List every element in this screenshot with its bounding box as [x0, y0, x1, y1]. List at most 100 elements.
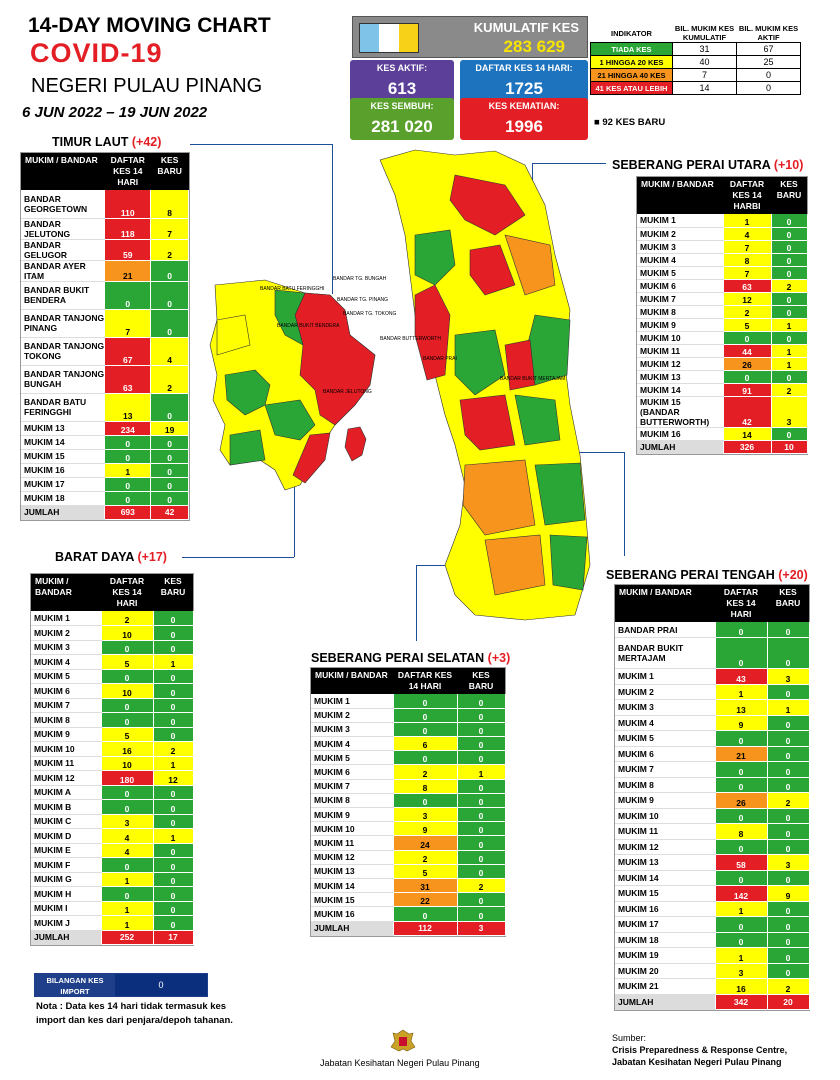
row-name: MUKIM 10: [615, 808, 716, 824]
spu-mukim-6-region: [449, 174, 526, 236]
row-baru: 4: [150, 337, 189, 366]
table-header: MUKIM / BANDAR DAFTAR KES 14 HARI KES BARU: [615, 585, 809, 622]
row-name: MUKIM 20: [615, 963, 716, 979]
row-name: BANDAR BUKIT MERTAJAM: [615, 637, 716, 669]
kes-sembuh-label: KES SEMBUH:: [370, 101, 434, 111]
row-daftar: 0: [101, 712, 154, 728]
row-daftar: 0: [715, 932, 768, 948]
row-daftar: 7: [104, 309, 152, 338]
row-baru: 0: [767, 823, 810, 840]
row-name: MUKIM 8: [615, 777, 716, 793]
kes-aktif-value: 613: [387, 79, 417, 98]
row-baru: 0: [153, 843, 194, 858]
mukim-1-region: [216, 314, 251, 356]
table-row: MUKIM 16 0 0: [311, 906, 506, 922]
row-daftar: 110: [104, 190, 152, 219]
table-header: MUKIM / BANDAR DAFTAR KES 14 HARI KES BARU: [31, 574, 193, 611]
table-row: BANDAR GEORGETOWN 110 8: [21, 190, 189, 219]
total-label: JUMLAH: [311, 921, 394, 936]
row-baru: 0: [767, 963, 810, 979]
row-daftar: 22: [393, 892, 458, 908]
connector-sps-v: [416, 565, 417, 641]
indicator-header: INDIKATOR: [611, 28, 652, 38]
table-row: MUKIM 16 14 0: [637, 427, 808, 441]
table-row: BANDAR TANJONG TOKONG 67 4: [21, 337, 189, 366]
map-label-bandar-prai: BANDAR PRAI: [423, 356, 457, 362]
row-daftar: 58: [715, 854, 768, 871]
row-daftar: 63: [104, 365, 152, 394]
row-name: MUKIM J: [31, 915, 102, 931]
daftar-14-label: DAFTAR KES 14 HARI:: [475, 63, 573, 73]
connector-barat-daya-v: [294, 480, 295, 557]
row-daftar: 1: [101, 915, 154, 931]
total-row: JUMLAH 112 3: [311, 921, 506, 936]
table-row: BANDAR TANJONG BUNGAH 63 2: [21, 365, 189, 394]
indicator-col-aktif: BIL. MUKIM KES AKTIF: [738, 24, 799, 42]
row-name: MUKIM 1: [311, 694, 394, 709]
table-row: BANDAR PRAI 0 0: [615, 622, 810, 638]
row-name: MUKIM 9: [31, 727, 102, 742]
region-name: TIMUR LAUT: [52, 135, 129, 149]
indicator-label: 41 KES ATAU LEBIH: [590, 81, 673, 95]
row-daftar: 1: [104, 463, 152, 478]
row-baru: 0: [767, 637, 810, 669]
row-baru: 0: [150, 491, 189, 506]
table-row: MUKIM 20 3 0: [615, 963, 810, 979]
table-row: MUKIM 6 21 0: [615, 746, 810, 762]
total-row: JUMLAH 342 20: [615, 994, 810, 1010]
row-daftar: 13: [715, 699, 768, 716]
row-name: MUKIM 13: [21, 421, 106, 436]
row-daftar: 4: [101, 828, 154, 844]
table-row: MUKIM 10 16 2: [31, 741, 194, 757]
indicator-label: 1 HINGGA 20 KES: [590, 55, 673, 69]
table-row: MUKIM 13 0 0: [637, 370, 808, 384]
table-row: MUKIM 12 26 1: [637, 357, 808, 371]
total-baru: 17: [153, 930, 194, 945]
row-daftar: 7: [723, 266, 772, 280]
source: Sumber: Crisis Preparedness & Response C…: [612, 1032, 787, 1068]
row-name: BANDAR PRAI: [615, 622, 716, 638]
map-label-tg-bungah: BANDAR TG. BUNGAH: [333, 276, 387, 282]
kumulatif-box: KUMULATIF KES 283 629: [352, 16, 588, 58]
row-name: MUKIM 18: [615, 932, 716, 948]
row-daftar: 0: [101, 669, 154, 684]
row-daftar: 0: [393, 906, 458, 922]
total-baru: 10: [771, 440, 808, 454]
row-daftar: 16: [101, 741, 154, 757]
row-baru: 0: [771, 292, 808, 306]
row-daftar: 0: [715, 761, 768, 778]
row-name: MUKIM 6: [637, 279, 724, 293]
row-daftar: 13: [104, 393, 152, 422]
row-baru: 0: [150, 393, 189, 422]
row-name: MUKIM 5: [31, 669, 102, 684]
mukim-b-region: [264, 399, 316, 441]
region-count: (+42): [131, 135, 162, 149]
row-name: MUKIM 16: [21, 463, 106, 478]
region-title-spt: SEBERANG PERAI TENGAH (+20): [606, 568, 808, 582]
spt-prai-region: [454, 329, 506, 396]
row-baru: 2: [150, 365, 189, 394]
region-name: SEBERANG PERAI UTARA: [612, 158, 771, 172]
row-baru: 3: [771, 396, 808, 428]
row-baru: 0: [767, 746, 810, 762]
row-baru: 0: [457, 850, 506, 865]
region-title-timur-laut: TIMUR LAUT (+42): [52, 135, 161, 149]
row-name: MUKIM 14: [637, 383, 724, 397]
row-baru: 0: [767, 684, 810, 700]
row-daftar: 26: [715, 792, 768, 809]
table-sps: MUKIM / BANDAR DAFTAR KES 14 HARI KES BARU…: [310, 667, 506, 937]
total-daftar: 693: [104, 505, 152, 520]
table-spu: MUKIM / BANDAR DAFTAR KES 14 HARBI KES BAR…: [636, 176, 808, 455]
indicator-label: 21 HINGGA 40 KES: [590, 68, 673, 82]
table-row: BANDAR BATU FERINGGHI 13 0: [21, 393, 189, 422]
source-line-1: Crisis Preparedness & Response Centre,: [612, 1045, 788, 1055]
row-baru: 0: [771, 370, 808, 384]
row-daftar: 0: [393, 708, 458, 723]
